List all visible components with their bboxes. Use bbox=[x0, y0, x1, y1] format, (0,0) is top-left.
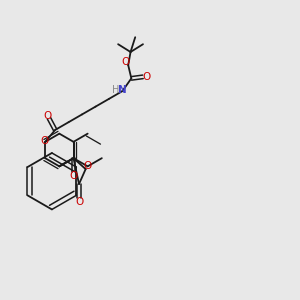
Text: H: H bbox=[112, 85, 120, 95]
Text: O: O bbox=[69, 171, 78, 181]
Text: N: N bbox=[118, 85, 127, 95]
Text: O: O bbox=[43, 111, 52, 121]
Text: O: O bbox=[75, 196, 83, 206]
Text: O: O bbox=[83, 161, 92, 171]
Text: O: O bbox=[40, 136, 48, 146]
Text: O: O bbox=[143, 72, 151, 82]
Text: O: O bbox=[122, 57, 130, 67]
